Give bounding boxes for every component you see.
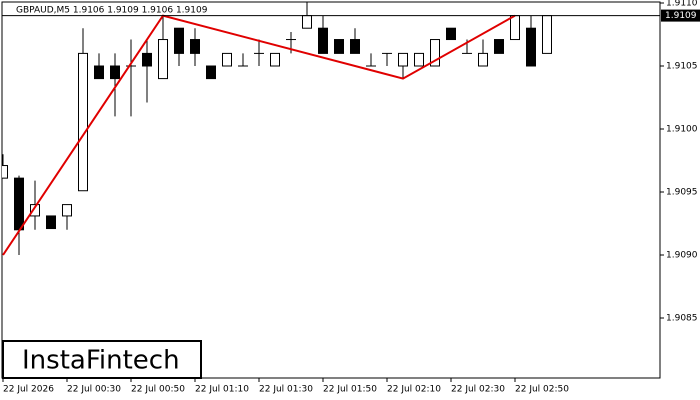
candle-body [110,65,120,80]
x-tick-label: 22 Jul 01:30 [259,385,313,395]
candle-body [2,165,8,179]
candle-body [430,39,440,67]
x-tick-label: 22 Jul 00:30 [67,385,121,395]
candle-body [542,15,552,54]
y-tick-label: 1.9100 [666,125,698,135]
y-tick-label: 1.9090 [666,251,698,261]
plot-area [2,2,552,256]
x-tick-label: 22 Jul 01:50 [323,385,377,395]
candle-body [190,39,200,54]
candle-body [222,52,232,67]
x-tick-label: 22 Jul 2026 [3,385,54,395]
candle-body [398,52,408,67]
candle-body [270,52,280,67]
candle-body [206,65,216,80]
candle-body [14,177,24,231]
candle-body [526,27,536,67]
candle-body [174,27,184,54]
candle-body [446,27,456,41]
y-tick-label: 1.9105 [666,62,698,72]
logo-box [2,340,202,379]
candle-body [78,52,88,192]
chart-title: GBPAUD,M5 1.9106 1.9109 1.9106 1.9109 [16,6,208,16]
x-tick-label: 22 Jul 02:30 [451,385,505,395]
x-tick-label: 22 Jul 02:50 [515,385,569,395]
logo: InstaFintech [22,346,180,376]
candle-body [158,39,168,80]
candle-body [478,52,488,67]
candle-body [494,39,504,54]
candle-body [414,52,424,67]
y-tick-label: 1.9095 [666,188,698,198]
pattern-line [2,14,516,256]
candle-body [510,15,520,41]
candle-body [62,204,72,217]
plot-frame [1,1,661,379]
candle-body [318,27,328,54]
x-tick-label: 22 Jul 02:10 [387,385,441,395]
candle-body [46,215,56,230]
x-tick-label: 22 Jul 00:50 [131,385,185,395]
candle-body [302,15,312,29]
candle-body [334,39,344,54]
y-tick-label: 1.9085 [666,314,698,324]
y-tick-label: 1.9110 [666,0,698,9]
x-tick-label: 22 Jul 01:10 [195,385,249,395]
candle-body [142,52,152,67]
candle-body [350,39,360,54]
current-price-box [661,9,700,22]
candle-body [30,204,40,217]
current-price-label: 1.9109 [665,11,697,21]
candle-body [94,65,104,80]
